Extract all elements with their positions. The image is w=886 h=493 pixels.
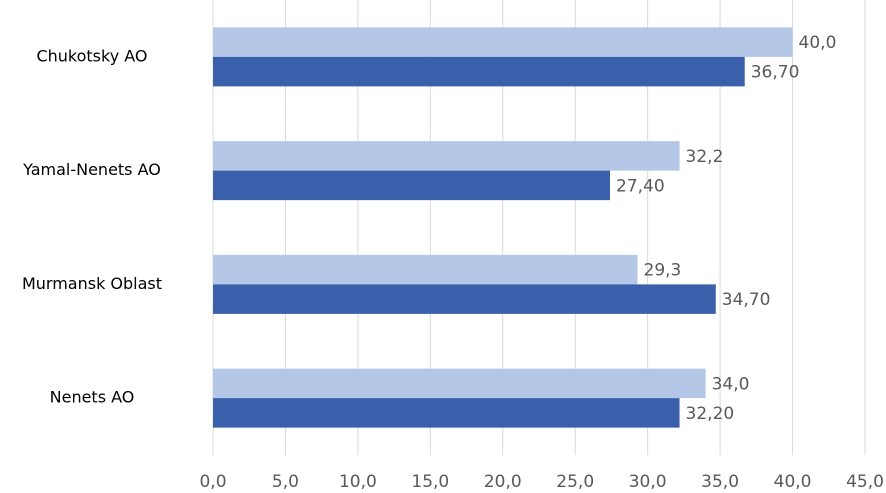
bar: [213, 170, 610, 201]
x-tick-label: 5,0: [272, 472, 299, 492]
bar: [213, 368, 706, 399]
x-tick-label: 0,0: [199, 472, 226, 492]
category-label: Yamal-Nenets AO: [22, 160, 161, 179]
x-tick-label: 45,0: [846, 472, 884, 492]
x-tick-label: 30,0: [629, 472, 667, 492]
value-label: 34,0: [712, 374, 750, 394]
bar: [213, 254, 638, 285]
value-label: 32,20: [686, 404, 735, 424]
value-label: 29,3: [644, 261, 682, 281]
category-label: Chukotsky AO: [36, 46, 147, 65]
category-label: Murmansk Oblast: [22, 274, 162, 293]
x-tick-label: 25,0: [556, 472, 594, 492]
value-label: 40,0: [799, 33, 837, 53]
bar: [213, 398, 680, 428]
x-tick-label: 35,0: [701, 472, 739, 492]
x-tick-label: 15,0: [411, 472, 449, 492]
bar: [213, 284, 716, 314]
value-label: 32,2: [686, 147, 724, 167]
value-label: 34,70: [722, 290, 771, 310]
bar: [213, 141, 680, 171]
x-tick-label: 40,0: [774, 472, 812, 492]
value-label: 27,40: [616, 176, 665, 196]
bar: [213, 27, 793, 57]
value-label: 36,70: [751, 63, 800, 83]
x-tick-label: 10,0: [339, 472, 377, 492]
x-tick-label: 20,0: [484, 472, 522, 492]
bar: [213, 56, 745, 87]
category-label: Nenets AO: [50, 388, 135, 407]
